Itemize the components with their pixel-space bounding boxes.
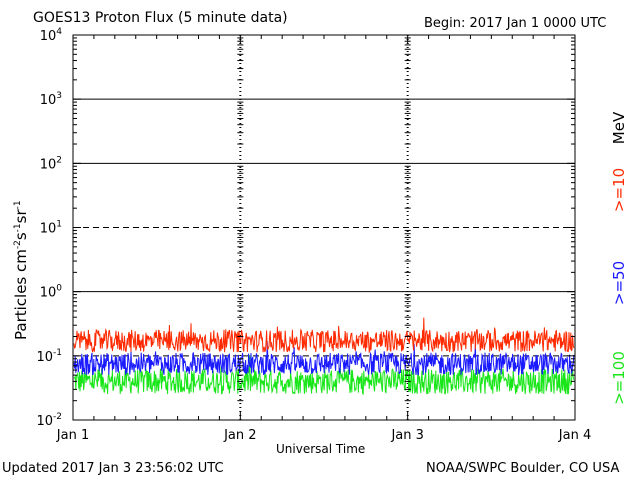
begin-time-label: Begin: 2017 Jan 1 0000 UTC [424,16,607,31]
legend: MeV >=10 >=50 >=100 [610,111,628,405]
series-line-1 [73,341,575,376]
y-tick-label: 100 [40,284,63,301]
axis-ticks [72,34,576,421]
chart-title: GOES13 Proton Flux (5 minute data) [33,10,288,26]
x-axis-label: Universal Time [276,442,366,456]
y-tick-label: 104 [40,27,63,44]
y-tick-label: 102 [40,155,62,172]
legend-series-1: >=50 [610,261,628,305]
y-tick-label: 10-2 [36,412,62,429]
y-tick-label: 103 [40,91,62,108]
legend-unit: MeV [610,111,628,144]
updated-timestamp: Updated 2017 Jan 3 23:56:02 UTC [2,461,224,476]
series-layer [73,317,575,396]
x-tick-label: Jan 2 [223,428,256,443]
grid-lines [73,35,575,420]
x-tick-label: Jan 3 [390,428,423,443]
legend-series-2: >=100 [610,351,628,405]
y-tick-label: 101 [40,220,62,237]
legend-series-0: >=10 [610,168,628,212]
y-tick-label: 10-1 [36,348,62,365]
y-tick-labels: 104 103 102 101 100 10-1 10-2 [36,27,62,429]
x-tick-labels: Jan 1 Jan 2 Jan 3 Jan 4 [56,428,591,443]
x-tick-label: Jan 1 [56,428,89,443]
series-line-2 [73,355,575,396]
credit-label: NOAA/SWPC Boulder, CO USA [426,461,620,476]
series-line-0 [73,317,575,354]
x-tick-label: Jan 4 [558,428,591,443]
